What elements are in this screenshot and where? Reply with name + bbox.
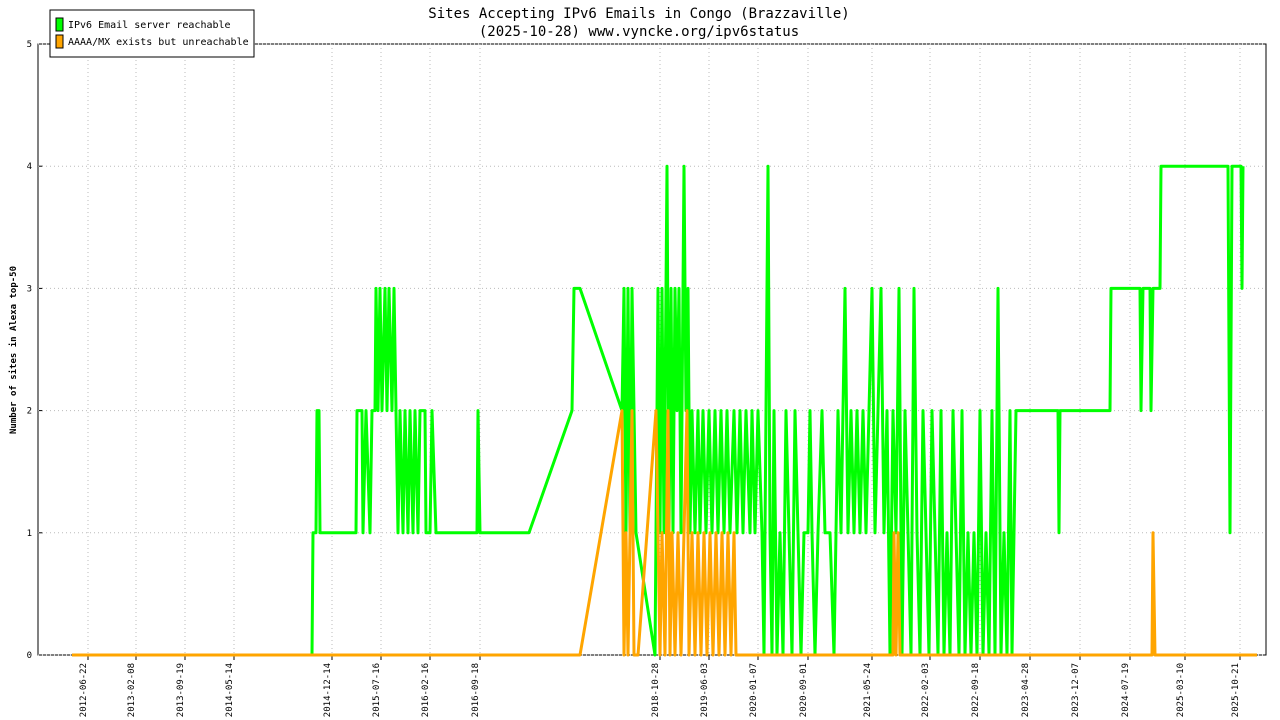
x-tick-label: 2015-07-16 [372, 663, 382, 717]
x-tick-label: 2018-10-28 [651, 663, 661, 717]
y-tick-label: 5 [27, 40, 32, 50]
y-tick-label: 2 [27, 407, 32, 417]
series-line [72, 409, 1257, 657]
x-tick-label: 2022-09-18 [971, 663, 981, 717]
y-tick-label: 0 [27, 651, 32, 661]
x-tick-label: 2021-05-24 [863, 663, 873, 717]
legend-swatch [55, 34, 64, 49]
x-tick-label: 2012-06-22 [79, 663, 89, 717]
x-tick-label: 2025-10-21 [1231, 663, 1241, 717]
x-tick-label: 2024-07-19 [1121, 663, 1131, 717]
x-tick-label: 2020-01-07 [749, 663, 759, 717]
x-tick-label: 2016-09-18 [471, 663, 481, 717]
x-tick-label: 2014-12-14 [323, 663, 333, 717]
y-tick-label: 1 [27, 529, 32, 539]
chart-subtitle: (2025-10-28) www.vyncke.org/ipv6status [479, 24, 799, 40]
x-tick-label: 2023-12-07 [1071, 663, 1081, 717]
x-tick-label: 2016-02-16 [421, 663, 431, 717]
x-tick-label: 2013-02-08 [127, 663, 137, 717]
x-tick-label: 2023-04-28 [1021, 663, 1031, 717]
legend-label: IPv6 Email server reachable [68, 20, 231, 31]
y-tick-label: 4 [27, 162, 32, 172]
x-tick-label: 2025-03-10 [1176, 663, 1186, 717]
x-tick-label: 2019-06-03 [700, 663, 710, 717]
plot-frame [37, 43, 1267, 656]
x-tick-label: 2022-02-03 [921, 663, 931, 717]
legend-swatch [55, 17, 64, 32]
chart-title: Sites Accepting IPv6 Emails in Congo (Br… [428, 6, 849, 22]
legend-box [49, 9, 255, 58]
y-tick-label: 3 [27, 284, 32, 294]
y-axis-label: Number of sites in Alexa top-50 [8, 266, 19, 434]
legend-label: AAAA/MX exists but unreachable [68, 37, 249, 48]
x-tick-label: 2020-09-01 [799, 663, 809, 717]
x-tick-label: 2013-09-19 [176, 663, 186, 717]
x-tick-label: 2014-05-14 [225, 663, 235, 717]
